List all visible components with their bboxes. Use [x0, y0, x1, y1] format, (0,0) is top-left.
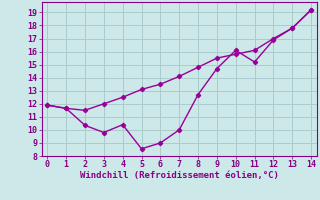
X-axis label: Windchill (Refroidissement éolien,°C): Windchill (Refroidissement éolien,°C)	[80, 171, 279, 180]
